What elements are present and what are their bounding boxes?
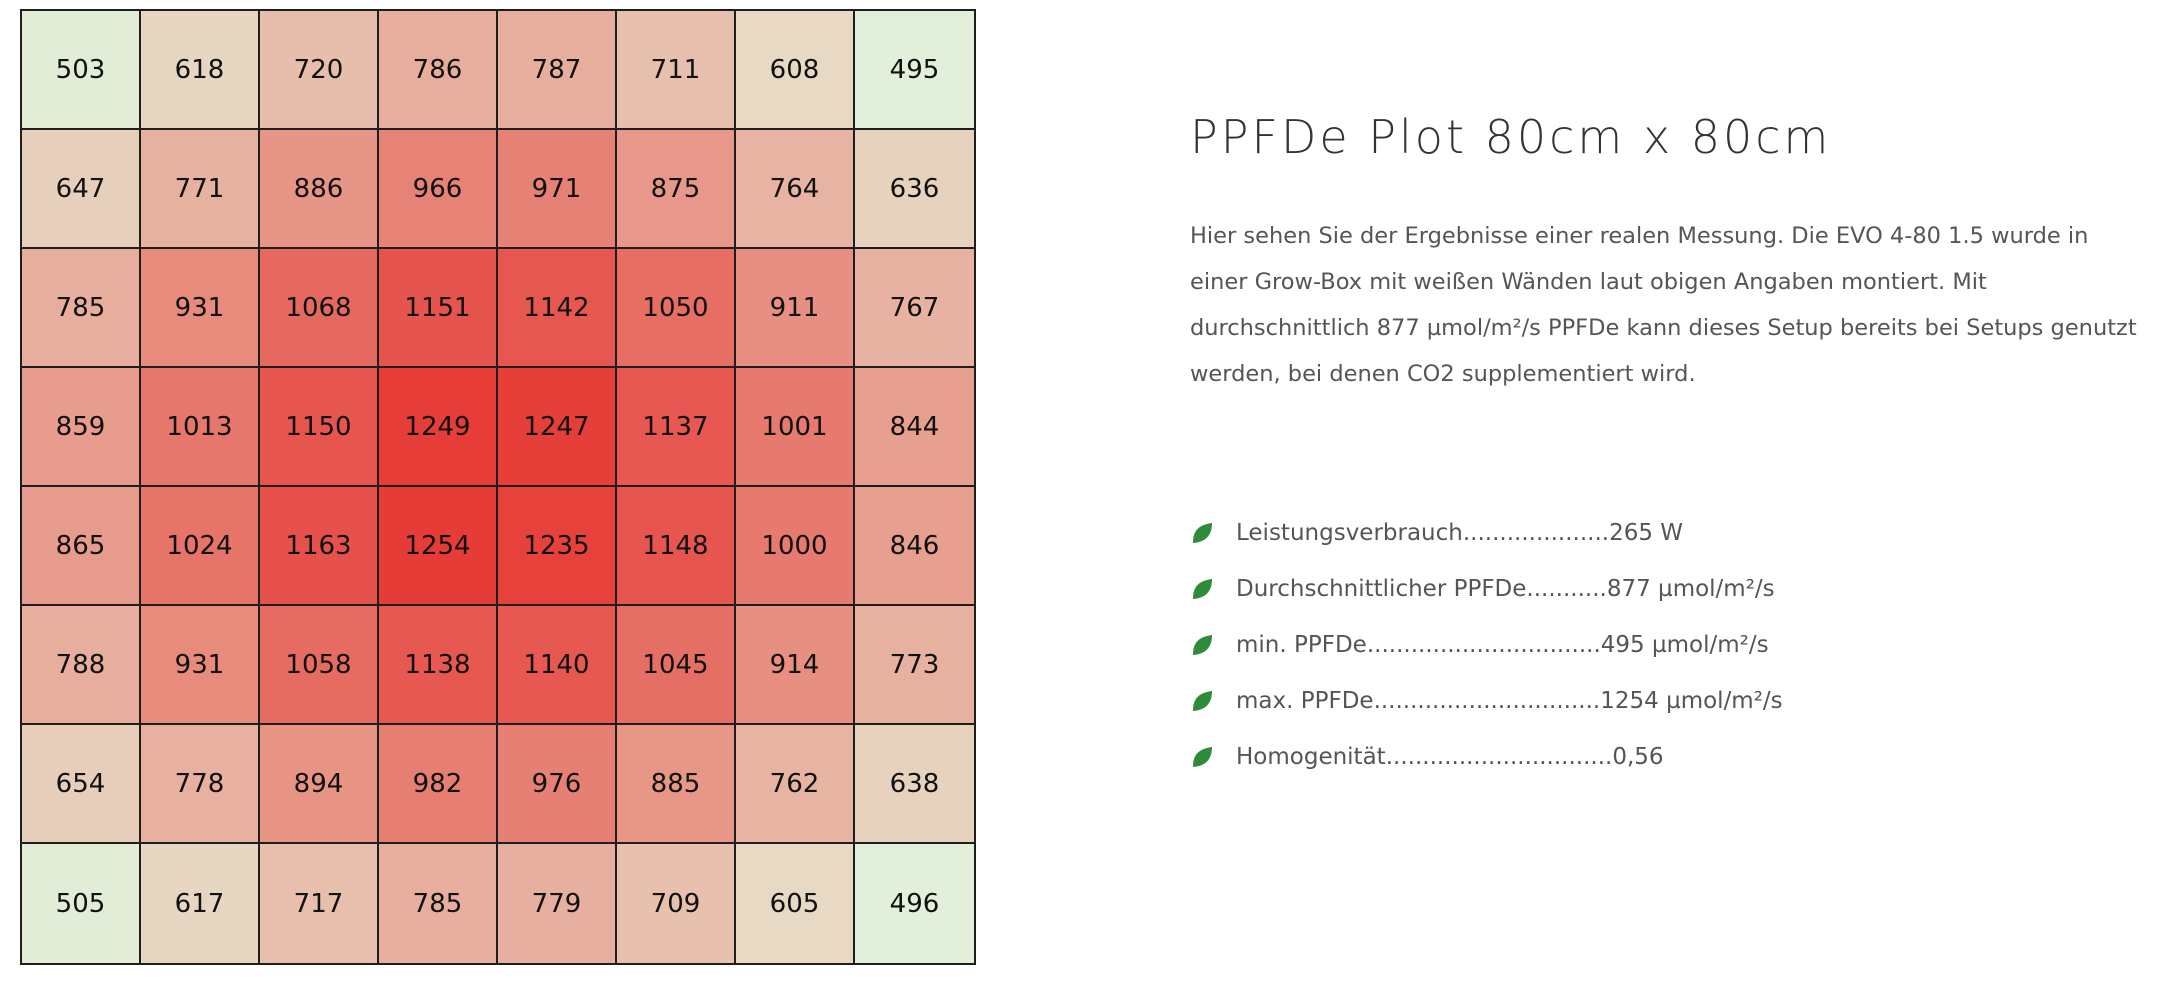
spec-value: 1254 µmol/m²/s [1600, 688, 1783, 715]
heatmap-cell: 1235 [498, 487, 617, 606]
heatmap-cell: 638 [855, 725, 974, 844]
heatmap-cell: 785 [22, 249, 141, 368]
heatmap-cell: 647 [22, 130, 141, 249]
heatmap-cell: 503 [22, 11, 141, 130]
heatmap-cell: 764 [736, 130, 855, 249]
heatmap-cell: 495 [855, 11, 974, 130]
heatmap-cell: 720 [260, 11, 379, 130]
spec-label: Leistungsverbrauch [1236, 520, 1463, 547]
spec-dots: ............................... [1385, 744, 1613, 771]
heatmap-cell: 865 [22, 487, 141, 606]
heatmap-cell: 1150 [260, 368, 379, 487]
spec-list: Leistungsverbrauch.................... 26… [1190, 505, 2150, 785]
heatmap-cell: 1000 [736, 487, 855, 606]
heatmap-cell: 1254 [379, 487, 498, 606]
heatmap-cell: 1142 [498, 249, 617, 368]
heatmap-cell: 1138 [379, 606, 498, 725]
heatmap-cell: 608 [736, 11, 855, 130]
heatmap-cell: 717 [260, 844, 379, 963]
ppfd-heatmap: 503 618 720 786 787 711 608 495 647 771 886 966 971 8… [20, 9, 976, 965]
heatmap-cell: 1045 [617, 606, 736, 725]
heatmap-cell: 875 [617, 130, 736, 249]
heatmap-cell: 709 [617, 844, 736, 963]
leaf-icon [1193, 579, 1212, 600]
heatmap-cell: 785 [379, 844, 498, 963]
spec-value: 495 µmol/m²/s [1600, 632, 1769, 659]
spec-value: 877 µmol/m²/s [1606, 576, 1775, 603]
heatmap-cell: 787 [498, 11, 617, 130]
spec-label: Homogenität [1236, 744, 1386, 771]
heatmap-cell: 762 [736, 725, 855, 844]
heatmap-cell: 931 [141, 606, 260, 725]
heatmap-cell: 605 [736, 844, 855, 963]
heatmap-cell: 1151 [379, 249, 498, 368]
heatmap-cell: 773 [855, 606, 974, 725]
heatmap-cell: 496 [855, 844, 974, 963]
heatmap-cell: 911 [736, 249, 855, 368]
heatmap-cell: 931 [141, 249, 260, 368]
heatmap-cell: 886 [260, 130, 379, 249]
heatmap-cell: 914 [736, 606, 855, 725]
spec-label: max. PPFDe [1236, 688, 1374, 715]
leaf-icon [1193, 523, 1212, 544]
heatmap-cell: 636 [855, 130, 974, 249]
heatmap-cell: 771 [141, 130, 260, 249]
heatmap-cell: 894 [260, 725, 379, 844]
spec-label: min. PPFDe [1236, 632, 1367, 659]
heatmap-cell: 1050 [617, 249, 736, 368]
spec-dots: .................... [1462, 520, 1610, 547]
heatmap-cell: 617 [141, 844, 260, 963]
leaf-icon [1193, 691, 1212, 712]
heatmap-cell: 654 [22, 725, 141, 844]
heatmap-cell: 1247 [498, 368, 617, 487]
heatmap-cell: 786 [379, 11, 498, 130]
spec-item-power: Leistungsverbrauch.................... 26… [1190, 505, 2150, 561]
heatmap-cell: 767 [855, 249, 974, 368]
spec-value: 0,56 [1612, 744, 1664, 771]
heatmap-cell: 711 [617, 11, 736, 130]
heatmap-cell: 971 [498, 130, 617, 249]
heatmap-cell: 1058 [260, 606, 379, 725]
heatmap-cell: 966 [379, 130, 498, 249]
heatmap-cell: 982 [379, 725, 498, 844]
heatmap-cell: 1163 [260, 487, 379, 606]
heatmap-cell: 885 [617, 725, 736, 844]
heatmap-cell: 976 [498, 725, 617, 844]
spec-label: Durchschnittlicher PPFDe [1236, 576, 1527, 603]
spec-dots: ........... [1526, 576, 1607, 603]
spec-item-average-ppfde: Durchschnittlicher PPFDe........... 877 µ… [1190, 561, 2150, 617]
heatmap-cell: 1068 [260, 249, 379, 368]
heatmap-cell: 618 [141, 11, 260, 130]
heatmap-cell: 778 [141, 725, 260, 844]
spec-value: 265 W [1609, 520, 1684, 547]
leaf-icon [1193, 747, 1212, 768]
spec-item-max-ppfde: max. PPFDe..............................… [1190, 673, 2150, 729]
heatmap-cell: 779 [498, 844, 617, 963]
heatmap-cell: 1140 [498, 606, 617, 725]
info-panel: PPFDe Plot 80cm x 80cm Hier sehen Sie de… [1190, 110, 2150, 785]
heatmap-cell: 1013 [141, 368, 260, 487]
spec-item-min-ppfde: min. PPFDe..............................… [1190, 617, 2150, 673]
spec-dots: ............................... [1373, 688, 1601, 715]
heatmap-cell: 846 [855, 487, 974, 606]
heatmap-cell: 788 [22, 606, 141, 725]
measurement-description: Hier sehen Sie der Ergebnisse einer real… [1190, 223, 2137, 388]
heatmap-cell: 1148 [617, 487, 736, 606]
spec-item-homogeneity: Homogenität.............................… [1190, 729, 2150, 785]
heatmap-cell: 505 [22, 844, 141, 963]
heatmap-cell: 1001 [736, 368, 855, 487]
heatmap-cell: 1137 [617, 368, 736, 487]
leaf-icon [1193, 635, 1212, 656]
page-title: PPFDe Plot 80cm x 80cm [1190, 110, 1832, 164]
heatmap-cell: 1024 [141, 487, 260, 606]
heatmap-cell: 1249 [379, 368, 498, 487]
heatmap-cell: 844 [855, 368, 974, 487]
heatmap-cell: 859 [22, 368, 141, 487]
spec-dots: ................................ [1366, 632, 1601, 659]
